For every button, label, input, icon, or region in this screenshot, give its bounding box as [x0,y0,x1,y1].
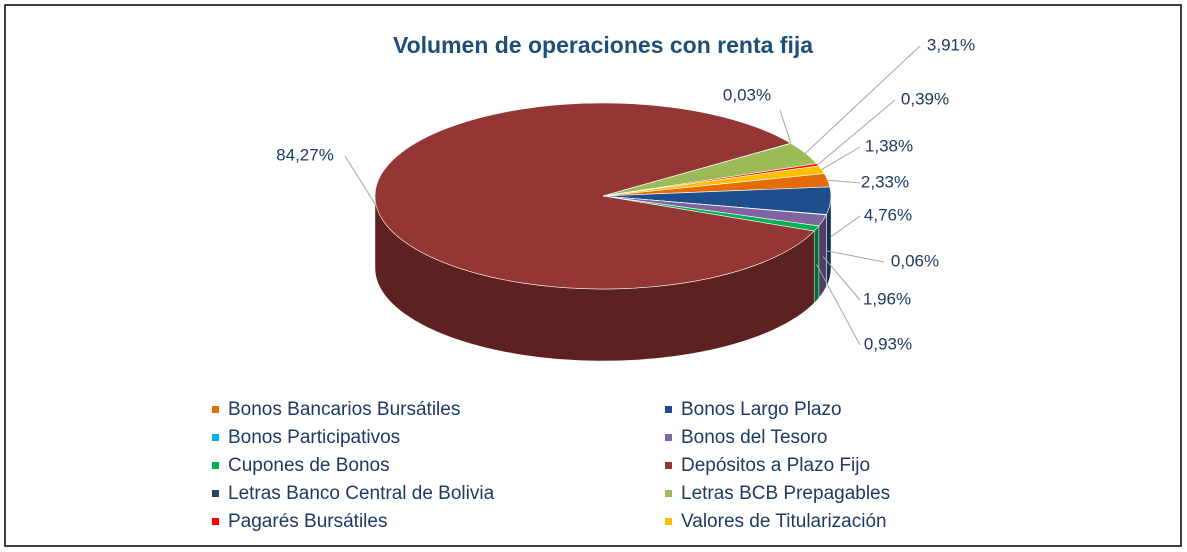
data-label: 2,33% [861,172,909,191]
leader-line [344,155,377,207]
legend-label: Bonos del Tesoro [681,427,827,448]
leader-line [816,264,861,346]
leader-line [779,109,792,144]
legend-label: Depósitos a Plazo Fijo [681,455,870,476]
data-label: 1,96% [863,289,911,308]
legend-swatch [665,518,672,525]
leader-line [826,250,885,263]
data-label: 0,93% [864,334,912,353]
data-label: 0,03% [723,85,771,104]
chart-title: Volumen de operaciones con renta fija [393,32,813,58]
leader-line [817,99,896,166]
legend-swatch [665,462,672,469]
leader-line [822,256,861,301]
data-label: 4,76% [864,205,912,224]
leader-line [821,146,861,171]
legend-label: Bonos Bancarios Bursátiles [228,399,460,420]
legend-label: Valores de Titularización [681,511,887,532]
legend-swatch [665,434,672,441]
legend-swatch [665,490,672,497]
legend-label: Pagarés Bursátiles [228,511,387,532]
legend-label: Letras Banco Central de Bolivia [228,483,495,504]
data-label: 84,27% [276,145,334,164]
legend-label: Bonos Participativos [228,427,400,448]
pie-side [818,214,827,299]
leader-line [827,179,861,184]
legend-swatch [212,462,219,469]
data-label: 0,39% [901,89,949,108]
leader-line [805,45,921,154]
legend-swatch [212,518,219,525]
legend-label: Letras BCB Prepagables [681,483,890,504]
data-label: 0,06% [891,251,939,270]
pie-slice [602,165,825,197]
legend-swatch [212,490,219,497]
leader-line [830,215,861,238]
data-label: 1,38% [865,136,913,155]
pie-side [813,225,820,304]
legend-label: Bonos Largo Plazo [681,399,842,420]
legend-swatch [665,406,672,413]
legend-swatch [212,434,219,441]
legend-label: Cupones de Bonos [228,455,390,476]
data-label: 3,91% [927,35,975,54]
legend-swatch [212,406,219,413]
